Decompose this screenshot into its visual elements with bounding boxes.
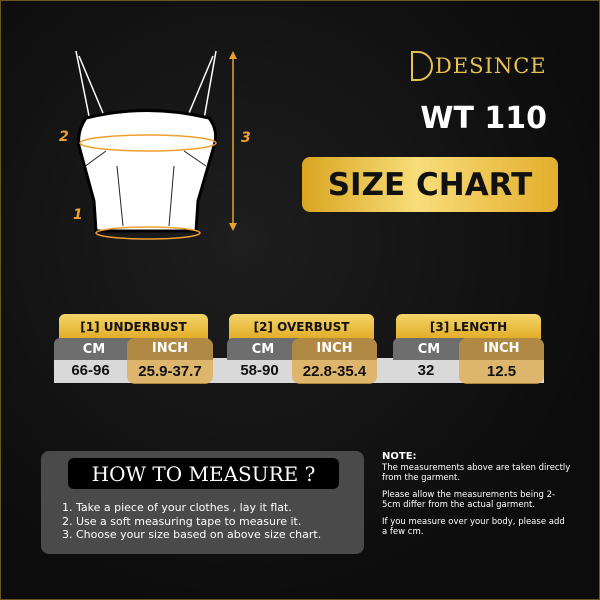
inch-cell: INCH 22.8-35.4 bbox=[292, 338, 377, 384]
inch-header: INCH bbox=[459, 338, 544, 360]
measure-steps: 1. Take a piece of your clothes , lay it… bbox=[62, 501, 321, 542]
inch-cell: INCH 12.5 bbox=[459, 338, 544, 384]
inch-header: INCH bbox=[292, 338, 377, 360]
note-paragraph: If you measure over your body, please ad… bbox=[382, 516, 565, 538]
step: 1. Take a piece of your clothes , lay it… bbox=[62, 501, 292, 514]
label-1: 1 bbox=[73, 207, 83, 223]
cm-value: 32 bbox=[417, 362, 435, 379]
overbust-tape-icon bbox=[79, 134, 217, 152]
cm-header: CM bbox=[227, 338, 299, 360]
group-header-overbust: [2] OVERBUST bbox=[229, 314, 374, 339]
note-section: NOTE: The measurements above are taken d… bbox=[382, 451, 572, 544]
inch-value: 22.8-35.4 bbox=[302, 363, 367, 380]
cm-value: 58-90 bbox=[240, 362, 279, 379]
brand-logo: DESINCE bbox=[411, 49, 547, 83]
note-paragraph: The measurements above are taken directl… bbox=[382, 462, 571, 484]
inch-value: 12.5 bbox=[486, 363, 517, 380]
underbust-tape-icon bbox=[95, 226, 201, 240]
garment-diagram: 2 1 3 bbox=[59, 50, 251, 240]
how-to-measure-title: HOW TO MEASURE ? bbox=[68, 458, 339, 489]
note-title: NOTE: bbox=[382, 451, 417, 462]
cm-header: CM bbox=[393, 338, 465, 360]
size-chart-title: SIZE CHART bbox=[302, 157, 558, 212]
group-header-underbust: [1] UNDERBUST bbox=[59, 314, 208, 339]
label-2: 2 bbox=[59, 129, 69, 145]
step: 2. Use a soft measuring tape to measure … bbox=[62, 514, 302, 528]
garment-body-icon bbox=[77, 109, 218, 233]
inch-value: 25.9-37.7 bbox=[138, 363, 202, 380]
cm-value: 66-96 bbox=[71, 362, 110, 379]
logo-d-mark bbox=[411, 51, 433, 81]
cm-header: CM bbox=[54, 338, 134, 360]
group-header-length: [3] LENGTH bbox=[396, 314, 541, 339]
logo-text: DESINCE bbox=[435, 54, 547, 78]
strap-icon bbox=[75, 50, 217, 120]
label-3: 3 bbox=[241, 130, 251, 146]
inch-cell: INCH 25.9-37.7 bbox=[127, 338, 213, 384]
model-number: WT 110 bbox=[420, 101, 547, 136]
note-paragraph: Please allow the measurements being 2-5c… bbox=[382, 489, 556, 511]
inch-header: INCH bbox=[127, 338, 213, 360]
step: 3. Choose your size based on above size … bbox=[62, 528, 322, 541]
